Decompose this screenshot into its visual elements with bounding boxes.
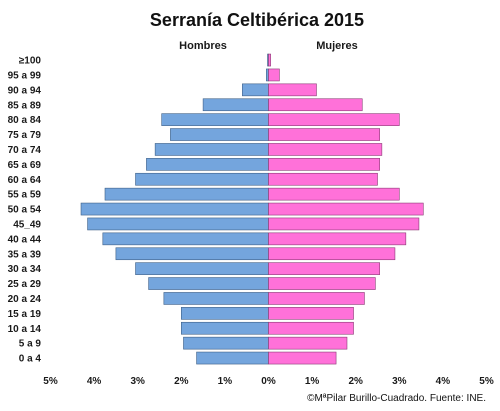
bar-mujeres (268, 113, 400, 126)
legend-mujeres: Mujeres (316, 40, 358, 52)
x-tick-label: 1% (305, 376, 320, 387)
bar-hombres (135, 172, 269, 186)
category-label: 95 a 99 (8, 70, 42, 81)
x-tick-label: 1% (218, 376, 233, 387)
bar-mujeres (268, 172, 378, 186)
x-tick-label: 2% (348, 376, 363, 387)
category-label: 80 a 84 (8, 115, 42, 126)
bar-mujeres (268, 351, 337, 365)
bar-mujeres (268, 247, 396, 261)
category-label: 90 a 94 (8, 85, 42, 96)
bar-hombres (115, 247, 269, 261)
x-tick-label: 2% (174, 376, 189, 387)
bar-mujeres (268, 98, 363, 112)
category-label: 60 a 64 (8, 175, 42, 186)
bar-mujeres (268, 336, 348, 350)
category-label: 45_49 (13, 219, 41, 230)
category-label: ≥100 (19, 56, 42, 67)
source-note: ©MªPilar Burillo-Cuadrado. Fuente: INE. (307, 393, 486, 404)
category-label: 50 a 54 (8, 205, 42, 216)
x-axis-ticks: 5% 4% 3% 2% 1% 0% 1% 2% 3% 4% 5% (43, 376, 494, 387)
bar-mujeres (268, 262, 380, 275)
category-label: 40 a 44 (8, 234, 42, 245)
bar-hombres (87, 217, 269, 231)
bar-hombres (183, 336, 269, 350)
bar-hombres (196, 351, 269, 365)
bar-mujeres (268, 128, 380, 141)
category-labels: 0 a 4 5 a 9 10 a 14 15 a 19 20 a 24 25 a 29 30… (8, 56, 42, 365)
bar-mujeres (268, 68, 280, 82)
category-label: 10 a 14 (8, 324, 42, 335)
x-tick-label: 0% (261, 376, 276, 387)
bar-mujeres (268, 187, 400, 201)
bar-hombres (80, 202, 269, 216)
bar-mujeres (268, 277, 376, 290)
category-label: 5 a 9 (19, 339, 42, 350)
bar-hombres (146, 158, 269, 171)
category-label: 35 a 39 (8, 249, 42, 260)
bars-group (80, 53, 424, 365)
category-label: 70 a 74 (8, 145, 42, 156)
category-label: 65 a 69 (8, 160, 42, 171)
chart-title: Serranía Celtibérica 2015 (150, 10, 364, 30)
category-label: 20 a 24 (8, 294, 42, 305)
x-tick-label: 3% (392, 376, 407, 387)
x-tick-label: 5% (479, 376, 494, 387)
bar-hombres (161, 113, 269, 126)
bar-hombres (148, 277, 269, 290)
bar-hombres (202, 98, 269, 112)
bar-mujeres (268, 232, 407, 246)
bar-mujeres (268, 217, 420, 231)
bar-hombres (104, 187, 269, 201)
category-label: 15 a 19 (8, 309, 42, 320)
x-tick-label: 4% (436, 376, 451, 387)
category-label: 75 a 79 (8, 130, 42, 141)
x-tick-label: 3% (130, 376, 145, 387)
category-label: 30 a 34 (8, 264, 42, 275)
bar-hombres (181, 307, 269, 320)
bar-hombres (163, 292, 269, 305)
x-tick-label: 4% (87, 376, 102, 387)
bar-mujeres (268, 292, 365, 305)
legend-hombres: Hombres (179, 40, 227, 52)
category-label: 25 a 29 (8, 279, 42, 290)
bar-mujeres (268, 307, 354, 320)
bar-mujeres (268, 202, 424, 216)
bar-mujeres (268, 158, 380, 171)
bar-hombres (242, 83, 269, 97)
bar-mujeres (268, 83, 317, 97)
category-label: 55 a 59 (8, 190, 42, 201)
category-label: 85 a 89 (8, 100, 42, 111)
bar-hombres (102, 232, 269, 246)
bar-hombres (170, 128, 269, 141)
x-tick-label: 5% (43, 376, 58, 387)
bar-hombres (266, 68, 269, 82)
bar-hombres (154, 143, 269, 156)
category-label: 0 a 4 (19, 354, 42, 365)
bar-mujeres (268, 53, 271, 67)
bar-mujeres (268, 321, 354, 335)
bar-hombres (181, 321, 269, 335)
bar-mujeres (268, 143, 383, 156)
bar-hombres (135, 262, 269, 275)
